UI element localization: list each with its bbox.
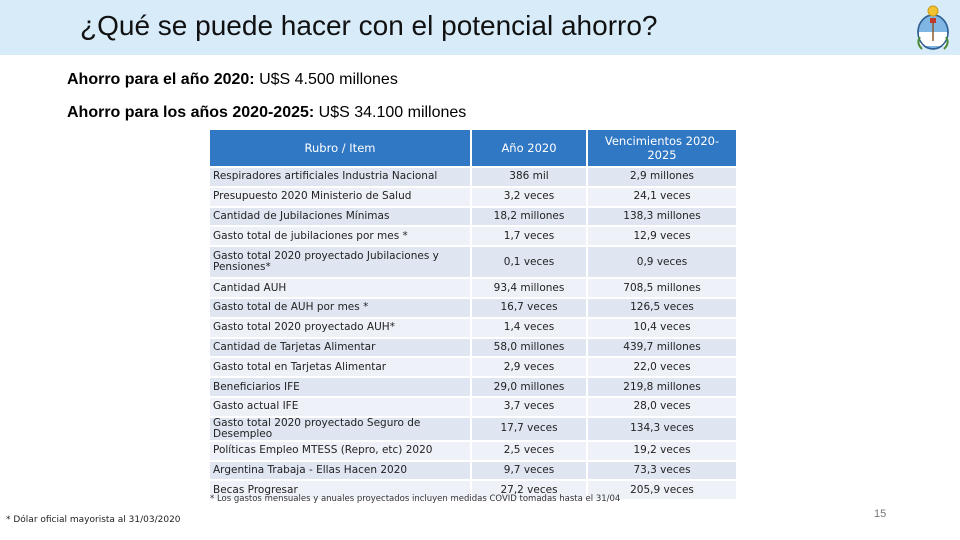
table-row: Gasto total 2020 proyectado Seguro de De… [210, 417, 736, 440]
table-row: Respiradores artificiales Industria Naci… [210, 168, 736, 186]
table-row: Argentina Trabaja - Ellas Hacen 2020 9,7 … [210, 461, 736, 480]
row-item: Gasto total 2020 proyectado Seguro de De… [210, 417, 470, 440]
row-item: Gasto total en Tarjetas Alimentar [210, 358, 470, 377]
row-value-2020-2025: 134,3 veces [588, 417, 736, 440]
row-item: Cantidad AUH [210, 279, 470, 297]
row-value-2020-2025: 10,4 veces [588, 318, 736, 337]
row-value-2020: 1,7 veces [472, 227, 586, 246]
row-value-2020-2025: 24,1 veces [588, 187, 736, 206]
table-row: Políticas Empleo MTESS (Repro, etc) 2020… [210, 441, 736, 460]
table-row: Gasto total 2020 proyectado Jubilaciones… [210, 247, 736, 278]
table-row: Cantidad AUH 93,4 millones 708,5 millones [210, 279, 736, 297]
table-row: Cantidad de Jubilaciones Mínimas 18,2 mil… [210, 207, 736, 226]
row-item: Cantidad de Tarjetas Alimentar [210, 338, 470, 357]
row-value-2020: 29,0 millones [472, 378, 586, 396]
row-item: Gasto total de AUH por mes * [210, 298, 470, 317]
savings-2020-2025-label: Ahorro para los años 2020-2025: [67, 104, 315, 121]
row-value-2020-2025: 19,2 veces [588, 441, 736, 460]
row-item: Cantidad de Jubilaciones Mínimas [210, 207, 470, 226]
table-row: Beneficiarios IFE 29,0 millones 219,8 mill… [210, 378, 736, 396]
row-value-2020: 2,9 veces [472, 358, 586, 377]
table-row: Gasto total en Tarjetas Alimentar 2,9 vec… [210, 358, 736, 377]
row-item: Argentina Trabaja - Ellas Hacen 2020 [210, 461, 470, 480]
row-value-2020: 3,7 veces [472, 397, 586, 416]
table-row: Becas Progresar 27,2 veces 205,9 veces [210, 481, 736, 500]
row-item: Gasto total de jubilaciones por mes * [210, 227, 470, 246]
row-value-2020: 2,5 veces [472, 441, 586, 460]
row-value-2020-2025: 73,3 veces [588, 461, 736, 480]
savings-2020-line: Ahorro para el año 2020: U$S 4.500 millo… [67, 71, 398, 89]
row-value-2020: 9,7 veces [472, 461, 586, 480]
row-item: Becas Progresar [210, 481, 470, 500]
row-value-2020-2025: 0,9 veces [588, 247, 736, 278]
row-value-2020: 58,0 millones [472, 338, 586, 357]
row-value-2020: 0,1 veces [472, 247, 586, 278]
table-row: Gasto total de jubilaciones por mes * 1,7… [210, 227, 736, 246]
row-value-2020: 17,7 veces [472, 417, 586, 440]
table-row: Cantidad de Tarjetas Alimentar 58,0 millo… [210, 338, 736, 357]
row-value-2020: 3,2 veces [472, 187, 586, 206]
row-value-2020: 386 mil [472, 168, 586, 186]
row-value-2020: 27,2 veces [472, 481, 586, 500]
savings-2020-value: U$S 4.500 millones [254, 71, 398, 88]
row-value-2020-2025: 205,9 veces [588, 481, 736, 500]
slide-title: ¿Qué se puede hacer con el potencial aho… [80, 10, 658, 41]
table-row: Presupuesto 2020 Ministerio de Salud 3,2 … [210, 187, 736, 206]
table-row: Gasto total 2020 proyectado AUH* 1,4 vece… [210, 318, 736, 337]
row-value-2020: 93,4 millones [472, 279, 586, 297]
savings-2020-2025-line: Ahorro para los años 2020-2025: U$S 34.1… [67, 104, 466, 122]
header-2020: Año 2020 [472, 130, 586, 166]
table-footnote: * Los gastos mensuales y anuales proyect… [210, 494, 621, 504]
row-value-2020-2025: 439,7 millones [588, 338, 736, 357]
title-bar [0, 0, 960, 55]
row-item: Políticas Empleo MTESS (Repro, etc) 2020 [210, 441, 470, 460]
row-value-2020-2025: 219,8 millones [588, 378, 736, 396]
savings-comparison-table: Rubro / Item Año 2020 Vencimientos 2020-… [208, 128, 738, 501]
row-item: Gasto total 2020 proyectado AUH* [210, 318, 470, 337]
table-row: Gasto actual IFE 3,7 veces 28,0 veces [210, 397, 736, 416]
row-value-2020-2025: 138,3 millones [588, 207, 736, 226]
header-item: Rubro / Item [210, 130, 470, 166]
row-item: Gasto total 2020 proyectado Jubilaciones… [210, 247, 470, 278]
row-item: Beneficiarios IFE [210, 378, 470, 396]
row-value-2020-2025: 22,0 veces [588, 358, 736, 377]
table-row: Gasto total de AUH por mes * 16,7 veces 12… [210, 298, 736, 317]
savings-2020-2025-value: U$S 34.100 millones [314, 104, 467, 121]
exchange-rate-note: * Dólar oficial mayorista al 31/03/2020 [6, 515, 181, 525]
row-value-2020-2025: 708,5 millones [588, 279, 736, 297]
row-item: Gasto actual IFE [210, 397, 470, 416]
header-2020-2025: Vencimientos 2020-2025 [588, 130, 736, 166]
row-item: Respiradores artificiales Industria Naci… [210, 168, 470, 186]
row-value-2020: 16,7 veces [472, 298, 586, 317]
row-value-2020-2025: 2,9 millones [588, 168, 736, 186]
argentina-coat-of-arms-icon [917, 5, 949, 50]
row-value-2020-2025: 126,5 veces [588, 298, 736, 317]
row-value-2020: 1,4 veces [472, 318, 586, 337]
table-header-row: Rubro / Item Año 2020 Vencimientos 2020-… [210, 130, 736, 166]
page-number: 15 [874, 508, 887, 520]
row-value-2020-2025: 12,9 veces [588, 227, 736, 246]
row-value-2020: 18,2 millones [472, 207, 586, 226]
row-value-2020-2025: 28,0 veces [588, 397, 736, 416]
savings-2020-label: Ahorro para el año 2020: [67, 71, 255, 88]
row-item: Presupuesto 2020 Ministerio de Salud [210, 187, 470, 206]
